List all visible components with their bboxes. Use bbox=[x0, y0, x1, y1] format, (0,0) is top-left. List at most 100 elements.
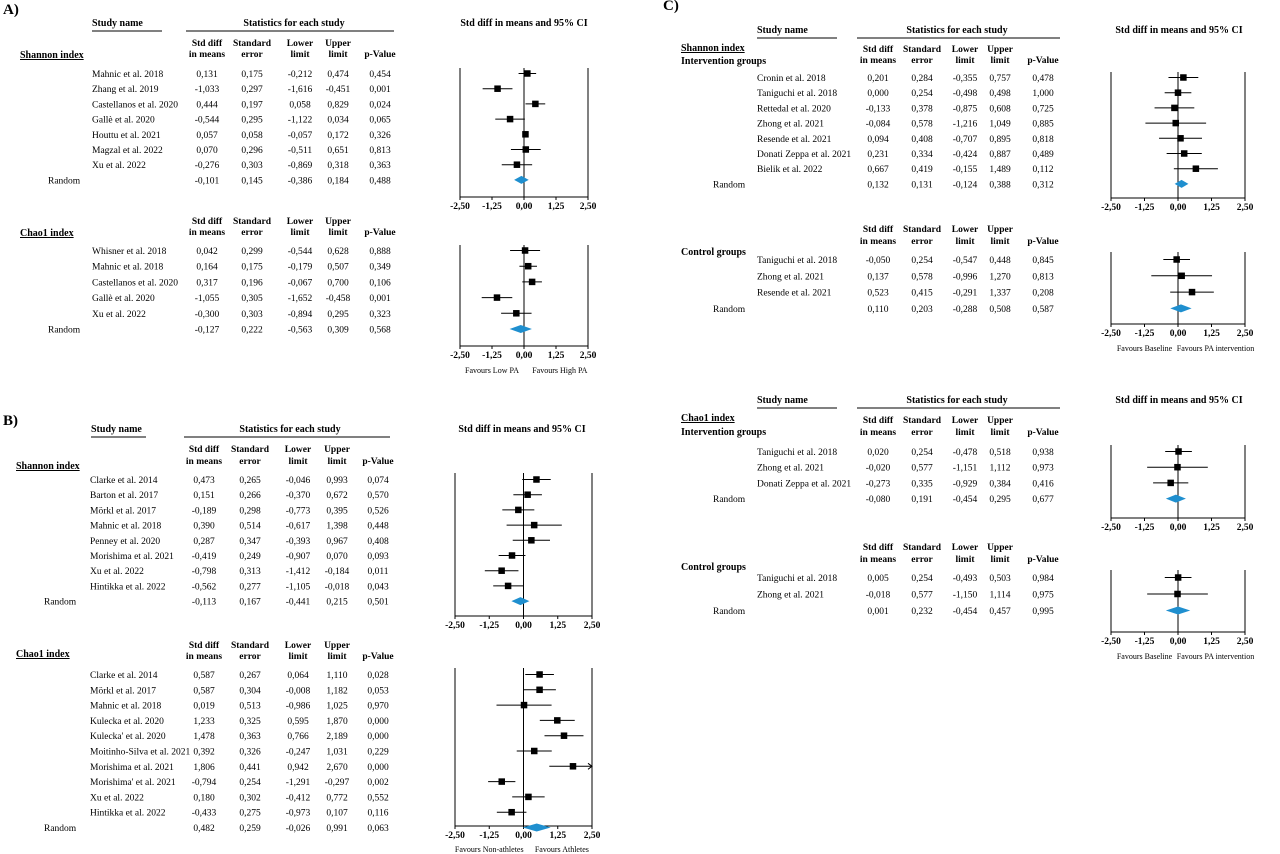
favours-right-label: Favours PA intervention bbox=[1177, 652, 1254, 661]
stat-value: 0,001 bbox=[369, 294, 391, 304]
stat-value: 0,677 bbox=[1032, 495, 1054, 505]
stat-value: -0,875 bbox=[953, 104, 978, 114]
random-label: Random bbox=[713, 607, 746, 617]
stat-value: 0,295 bbox=[327, 310, 349, 320]
point-estimate bbox=[508, 808, 515, 816]
stat-value: 0,845 bbox=[1032, 256, 1054, 266]
point-estimate bbox=[498, 778, 505, 785]
point-estimate bbox=[532, 100, 539, 108]
stat-value: 0,070 bbox=[326, 552, 348, 562]
study-name-header: Study name bbox=[757, 25, 808, 36]
summary-diamond bbox=[514, 175, 529, 184]
column-header: in means bbox=[860, 56, 896, 66]
stat-value: 0,317 bbox=[196, 278, 218, 288]
point-estimate bbox=[1174, 463, 1181, 471]
column-header: limit bbox=[956, 56, 976, 66]
random-label: Random bbox=[44, 824, 77, 834]
stat-value: 1,233 bbox=[193, 717, 215, 727]
stat-value: -0,412 bbox=[286, 793, 311, 803]
study-name: Castellanos et al. 2020 bbox=[92, 278, 178, 288]
column-header: Std diff bbox=[189, 445, 220, 455]
point-estimate bbox=[536, 671, 543, 678]
summary-diamond bbox=[522, 823, 551, 832]
study-name: Xu et al. 2022 bbox=[92, 161, 146, 171]
stat-value: 0,024 bbox=[369, 100, 391, 110]
ci-header: Std diff in means and 95% CI bbox=[460, 18, 587, 29]
x-tick-label: -1,25 bbox=[482, 351, 502, 361]
stat-value: 0,829 bbox=[327, 100, 349, 110]
summary-diamond bbox=[1170, 304, 1192, 313]
column-header: limit bbox=[956, 237, 976, 247]
stat-value: 0,498 bbox=[989, 89, 1011, 99]
stat-value: 0,507 bbox=[327, 263, 349, 273]
stat-value: 0,266 bbox=[239, 491, 261, 501]
stat-value: -0,046 bbox=[286, 476, 311, 486]
stat-value: -0,544 bbox=[288, 247, 313, 257]
favours-right-label: Favours PA intervention bbox=[1177, 344, 1254, 353]
study-name-header: Study name bbox=[757, 395, 808, 406]
column-header: Standard bbox=[233, 217, 272, 227]
stat-value: 0,197 bbox=[241, 100, 263, 110]
point-estimate bbox=[1173, 256, 1180, 263]
x-tick-label: 2,50 bbox=[1237, 637, 1254, 647]
study-name: Zhong et al. 2021 bbox=[757, 120, 824, 130]
stat-value: -0,179 bbox=[288, 263, 313, 273]
column-header: Lower bbox=[285, 445, 312, 455]
column-header: error bbox=[911, 555, 933, 565]
column-header: Std diff bbox=[192, 217, 223, 227]
column-header: Upper bbox=[987, 225, 1014, 235]
stat-value: 0,094 bbox=[867, 135, 889, 145]
stat-value: 0,441 bbox=[239, 763, 261, 773]
favours-right-label: Favours Athletes bbox=[535, 845, 589, 854]
panel-label: A) bbox=[3, 2, 19, 18]
stat-value: -0,544 bbox=[195, 116, 220, 126]
study-name: Magzal et al. 2022 bbox=[92, 146, 163, 156]
stat-value: -0,707 bbox=[953, 135, 978, 145]
stat-value: 0,132 bbox=[867, 180, 889, 190]
stat-value: 0,388 bbox=[989, 180, 1011, 190]
stat-value: 0,347 bbox=[239, 537, 261, 547]
study-name: Taniguchi et al. 2018 bbox=[757, 256, 837, 266]
stat-value: 0,172 bbox=[327, 131, 349, 141]
point-estimate bbox=[530, 521, 538, 529]
stat-value: 0,254 bbox=[911, 89, 933, 99]
stat-value: 0,106 bbox=[369, 278, 391, 288]
statistics-header: Statistics for each study bbox=[243, 18, 344, 29]
stat-value: -0,454 bbox=[953, 607, 978, 617]
point-estimate bbox=[530, 747, 538, 755]
point-estimate bbox=[1175, 448, 1182, 455]
column-header: p-Value bbox=[362, 652, 393, 662]
ci-header: Std diff in means and 95% CI bbox=[1115, 395, 1242, 406]
column-header: Std diff bbox=[863, 416, 894, 426]
stat-value: -0,101 bbox=[195, 176, 220, 186]
column-header: p-Value bbox=[364, 50, 395, 60]
stat-value: -0,794 bbox=[192, 778, 217, 788]
stat-value: 0,107 bbox=[326, 809, 348, 819]
stat-value: 0,304 bbox=[239, 686, 261, 696]
column-header: limit bbox=[329, 50, 349, 60]
stat-value: 0,000 bbox=[367, 717, 389, 727]
stat-value: -0,189 bbox=[192, 506, 217, 516]
x-tick-label: 0,00 bbox=[515, 831, 532, 841]
x-tick-label: -1,25 bbox=[1135, 329, 1155, 339]
study-name: Xu et al. 2022 bbox=[90, 793, 144, 803]
point-estimate bbox=[1188, 288, 1196, 296]
summary-diamond bbox=[1165, 606, 1191, 615]
summary-diamond bbox=[509, 325, 532, 333]
study-name: Gallè et al. 2020 bbox=[92, 116, 155, 126]
stat-value: -0,018 bbox=[325, 582, 350, 592]
stat-value: -0,155 bbox=[953, 165, 978, 175]
stat-value: -0,133 bbox=[866, 104, 891, 114]
stat-value: 0,326 bbox=[239, 748, 261, 758]
stat-value: 0,028 bbox=[367, 671, 389, 681]
point-estimate bbox=[522, 146, 530, 153]
study-name: Moitinho-Silva et al. 2021 bbox=[90, 748, 191, 758]
stat-value: -0,288 bbox=[953, 305, 978, 315]
stat-value: -1,616 bbox=[288, 85, 313, 95]
x-tick-label: -1,25 bbox=[1135, 523, 1155, 533]
stat-value: 0,277 bbox=[239, 582, 261, 592]
study-name: Mörkl et al. 2017 bbox=[90, 506, 156, 516]
stat-value: -0,562 bbox=[192, 582, 217, 592]
summary-diamond bbox=[1174, 179, 1189, 188]
